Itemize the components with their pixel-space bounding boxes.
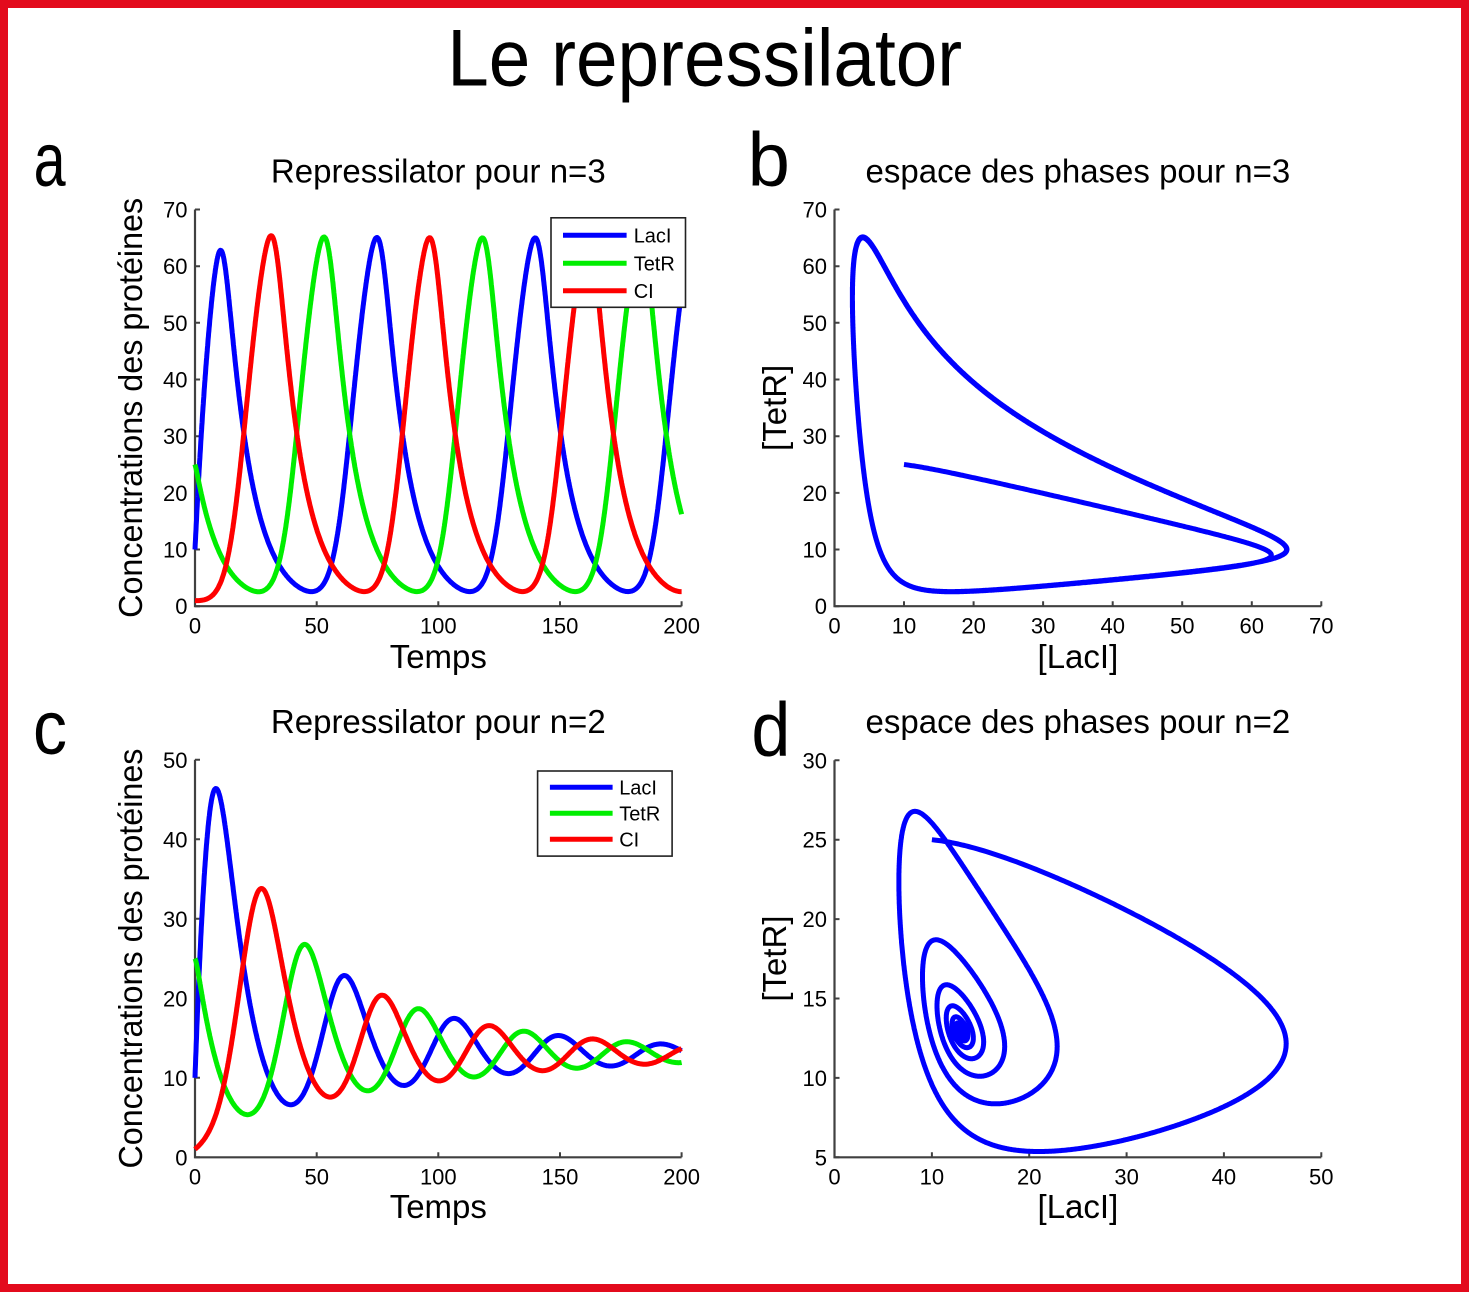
svg-text:0: 0 [175,1145,187,1170]
svg-text:150: 150 [542,1165,579,1190]
svg-text:10: 10 [803,538,827,563]
svg-text:0: 0 [189,1165,201,1190]
svg-text:0: 0 [189,613,201,638]
svg-text:70: 70 [803,198,827,223]
svg-text:30: 30 [803,748,827,773]
svg-text:20: 20 [163,481,187,506]
svg-text:LacI: LacI [634,226,672,248]
svg-text:60: 60 [1240,613,1264,638]
svg-text:25: 25 [803,828,827,853]
svg-text:0: 0 [175,594,187,619]
svg-text:100: 100 [420,613,457,638]
svg-text:50: 50 [163,311,187,336]
svg-text:200: 200 [663,613,700,638]
svg-text:TetR: TetR [619,804,660,826]
svg-text:Le repressilator: Le repressilator [447,14,962,104]
svg-text:10: 10 [920,1165,944,1190]
svg-text:40: 40 [803,368,827,393]
svg-text:30: 30 [163,907,187,932]
svg-text:0: 0 [828,613,840,638]
svg-text:60: 60 [163,254,187,279]
svg-text:Temps: Temps [390,638,487,675]
svg-text:espace des phases pour n=2: espace des phases pour n=2 [866,703,1291,740]
svg-text:40: 40 [163,827,187,852]
svg-text:150: 150 [542,613,579,638]
svg-text:c: c [33,686,67,771]
svg-text:20: 20 [961,613,985,638]
svg-text:10: 10 [803,1066,827,1091]
svg-text:200: 200 [663,1165,700,1190]
svg-text:TetR: TetR [634,254,675,276]
svg-text:LacI: LacI [619,778,657,800]
svg-text:70: 70 [163,198,187,223]
svg-text:10: 10 [163,1066,187,1091]
svg-text:50: 50 [803,311,827,336]
svg-text:Repressilator pour n=2: Repressilator pour n=2 [271,703,606,740]
svg-text:a: a [34,118,67,203]
svg-text:Concentrations des protéines: Concentrations des protéines [112,198,149,618]
svg-text:20: 20 [1017,1165,1041,1190]
svg-text:0: 0 [828,1165,840,1190]
svg-text:40: 40 [1212,1165,1236,1190]
svg-text:40: 40 [163,368,187,393]
svg-text:70: 70 [1309,613,1333,638]
svg-text:30: 30 [1114,1165,1138,1190]
svg-text:Concentrations des protéines: Concentrations des protéines [112,749,149,1169]
svg-text:15: 15 [803,987,827,1012]
svg-text:b: b [748,118,790,203]
svg-text:40: 40 [1100,613,1124,638]
svg-text:30: 30 [1031,613,1055,638]
svg-text:espace des phases pour n=3: espace des phases pour n=3 [866,153,1291,190]
svg-text:50: 50 [304,1165,328,1190]
svg-text:30: 30 [163,424,187,449]
svg-text:5: 5 [815,1145,827,1170]
svg-text:100: 100 [420,1165,457,1190]
svg-text:Temps: Temps [390,1188,487,1225]
svg-text:10: 10 [163,538,187,563]
svg-text:[LacI]: [LacI] [1038,1188,1119,1225]
svg-text:60: 60 [803,254,827,279]
svg-text:20: 20 [163,986,187,1011]
svg-text:50: 50 [1170,613,1194,638]
svg-text:[TetR]: [TetR] [756,365,793,451]
svg-text:d: d [751,687,790,772]
svg-text:30: 30 [803,424,827,449]
svg-text:50: 50 [163,748,187,773]
svg-text:0: 0 [815,594,827,619]
svg-text:CI: CI [619,830,639,852]
svg-text:20: 20 [803,907,827,932]
svg-text:10: 10 [892,613,916,638]
svg-text:50: 50 [304,613,328,638]
svg-text:[LacI]: [LacI] [1038,638,1119,675]
svg-text:50: 50 [1309,1165,1333,1190]
svg-text:CI: CI [634,281,654,303]
svg-text:Repressilator pour n=3: Repressilator pour n=3 [271,153,606,190]
svg-text:[TetR]: [TetR] [756,915,793,1001]
svg-text:20: 20 [803,481,827,506]
